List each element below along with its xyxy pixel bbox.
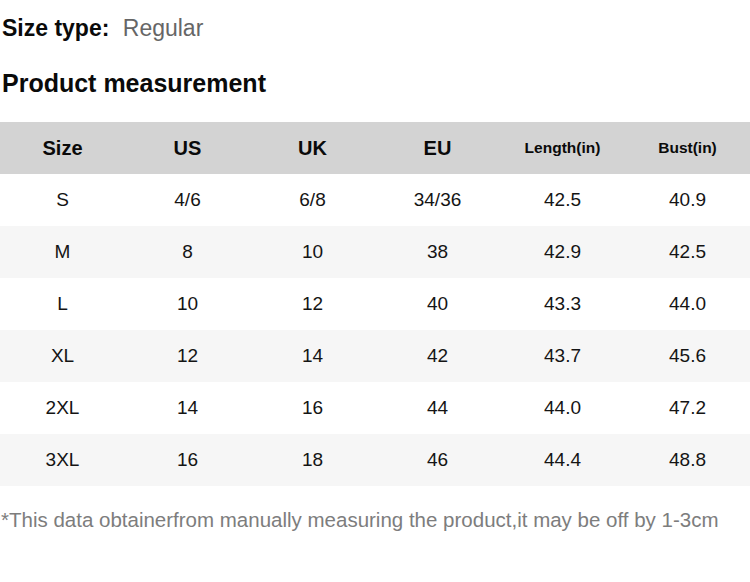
- table-row: S4/66/834/3642.540.9: [0, 174, 750, 226]
- table-cell: 46: [375, 434, 500, 486]
- table-cell: 48.8: [625, 434, 750, 486]
- size-table-header-row: SizeUSUKEULength(in)Bust(in): [0, 122, 750, 174]
- table-cell: 12: [125, 330, 250, 382]
- table-cell: 42.9: [500, 226, 625, 278]
- table-cell: 44.4: [500, 434, 625, 486]
- table-cell: 43.3: [500, 278, 625, 330]
- table-cell: 2XL: [0, 382, 125, 434]
- table-cell: 8: [125, 226, 250, 278]
- table-cell: 47.2: [625, 382, 750, 434]
- column-header: Bust(in): [625, 122, 750, 174]
- table-cell: 14: [250, 330, 375, 382]
- column-header: EU: [375, 122, 500, 174]
- table-cell: 14: [125, 382, 250, 434]
- size-type-row: Size type: Regular: [2, 13, 750, 43]
- table-cell: 42.5: [625, 226, 750, 278]
- table-cell: 42: [375, 330, 500, 382]
- table-cell: 38: [375, 226, 500, 278]
- table-cell: 10: [250, 226, 375, 278]
- table-cell: M: [0, 226, 125, 278]
- table-cell: 44: [375, 382, 500, 434]
- size-table: SizeUSUKEULength(in)Bust(in) S4/66/834/3…: [0, 122, 750, 486]
- column-header: UK: [250, 122, 375, 174]
- column-header: US: [125, 122, 250, 174]
- table-row: XL12144243.745.6: [0, 330, 750, 382]
- table-cell: 34/36: [375, 174, 500, 226]
- table-cell: 42.5: [500, 174, 625, 226]
- table-cell: 3XL: [0, 434, 125, 486]
- size-table-body: S4/66/834/3642.540.9M8103842.942.5L10124…: [0, 174, 750, 486]
- size-type-label: Size type:: [2, 15, 109, 41]
- table-row: L10124043.344.0: [0, 278, 750, 330]
- table-cell: 43.7: [500, 330, 625, 382]
- table-cell: XL: [0, 330, 125, 382]
- table-cell: 18: [250, 434, 375, 486]
- table-cell: 40: [375, 278, 500, 330]
- table-cell: 10: [125, 278, 250, 330]
- table-row: 3XL16184644.448.8: [0, 434, 750, 486]
- table-cell: 16: [125, 434, 250, 486]
- table-cell: 45.6: [625, 330, 750, 382]
- product-measurement-title: Product measurement: [2, 68, 750, 99]
- table-cell: 44.0: [500, 382, 625, 434]
- table-cell: 12: [250, 278, 375, 330]
- table-cell: S: [0, 174, 125, 226]
- table-cell: L: [0, 278, 125, 330]
- table-cell: 16: [250, 382, 375, 434]
- table-cell: 44.0: [625, 278, 750, 330]
- size-type-value: Regular: [123, 15, 204, 41]
- column-header: Length(in): [500, 122, 625, 174]
- table-cell: 6/8: [250, 174, 375, 226]
- table-cell: 40.9: [625, 174, 750, 226]
- size-chart-panel: Size type: Regular Product measurement S…: [0, 0, 750, 582]
- table-row: M8103842.942.5: [0, 226, 750, 278]
- table-cell: 4/6: [125, 174, 250, 226]
- table-row: 2XL14164444.047.2: [0, 382, 750, 434]
- column-header: Size: [0, 122, 125, 174]
- measurement-disclaimer: *This data obtainerfrom manually measuri…: [1, 507, 749, 533]
